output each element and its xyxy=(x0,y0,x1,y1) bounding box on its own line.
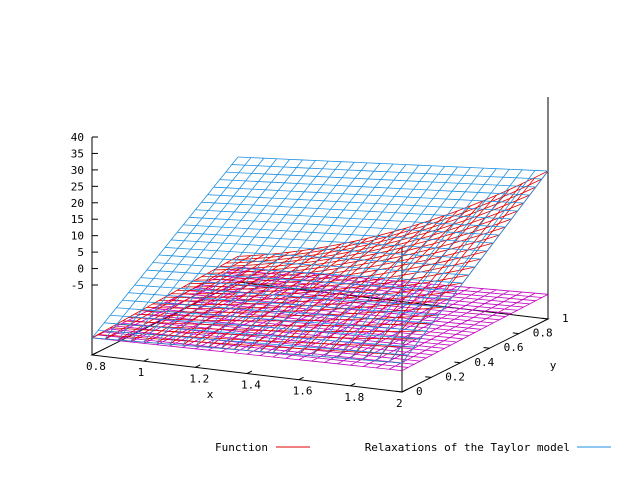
surfaces xyxy=(91,156,549,372)
surface-1 xyxy=(91,156,549,364)
surface-mesh-line xyxy=(219,179,530,196)
legend-label-relaxations: Relaxations of the Taylor model xyxy=(365,441,570,454)
x-tick-mark xyxy=(246,370,253,374)
y-tick-mark xyxy=(483,347,490,349)
x-tick-mark xyxy=(143,358,149,362)
z-tick-label: 0 xyxy=(77,263,84,276)
surface-mesh-line xyxy=(388,170,536,363)
surface-mesh-line xyxy=(337,167,484,359)
z-tick-label: 25 xyxy=(71,180,84,193)
surface-mesh-line xyxy=(388,177,536,363)
legend: Function Relaxations of the Taylor model xyxy=(215,441,611,454)
y-tick-label: 0.2 xyxy=(445,370,465,383)
x-tick-label: 1.2 xyxy=(189,372,209,385)
surface-mesh-line xyxy=(401,293,549,371)
z-tick-label: 15 xyxy=(71,213,84,226)
x-axis-label: x xyxy=(207,388,214,401)
y-tick-mark xyxy=(512,332,519,335)
surface-mesh-line xyxy=(237,156,549,172)
y-tick-label: 0.6 xyxy=(504,341,524,354)
surface-mesh-line xyxy=(201,201,512,220)
y-tick-mark xyxy=(425,376,432,378)
y-axis-label: y xyxy=(550,359,557,372)
x-tick-label: 2 xyxy=(396,397,403,410)
surface-mesh-line xyxy=(207,194,518,212)
x-tick-mark xyxy=(350,382,356,387)
legend-label-function: Function xyxy=(215,441,268,454)
surface-mesh-line xyxy=(213,186,524,204)
surface-mesh-line xyxy=(219,194,530,267)
x-tick-mark xyxy=(195,364,201,368)
surface-mesh-line xyxy=(375,291,523,369)
x-tick-mark xyxy=(298,376,304,381)
z-tick-label: 20 xyxy=(71,197,84,210)
x-axis-ticks: 0.8 1 1.2 1.4 1.6 1.8 2 xyxy=(86,352,408,410)
y-axis-ticks: 0 0.2 0.4 0.6 0.8 1 xyxy=(395,312,569,398)
z-tick-label: -5 xyxy=(71,279,84,292)
z-tick-label: 40 xyxy=(71,131,84,144)
surface-mesh-line xyxy=(237,170,549,257)
surface-mesh-line xyxy=(401,170,549,364)
surface-mesh-line xyxy=(388,292,536,370)
y-tick-mark xyxy=(541,317,549,320)
x-tick-label: 1.4 xyxy=(241,379,261,392)
surface-mesh-line xyxy=(225,171,536,188)
y-tick-label: 0.4 xyxy=(474,356,494,369)
x-tick-label: 1.6 xyxy=(293,385,313,398)
x-tick-label: 1.8 xyxy=(344,391,364,404)
surface-mesh-line xyxy=(375,169,523,362)
surface-mesh-line xyxy=(231,164,542,180)
z-tick-label: 35 xyxy=(71,147,84,160)
surface-mesh-line xyxy=(375,183,523,362)
surface-mesh-line xyxy=(362,169,510,361)
surface-mesh-line xyxy=(231,269,542,298)
x-tick-label: 0.8 xyxy=(86,360,106,373)
surface-mesh-line xyxy=(213,202,524,271)
y-tick-label: 0 xyxy=(416,385,423,398)
z-tick-label: 30 xyxy=(71,164,84,177)
y-tick-mark xyxy=(454,361,461,364)
x-tick-mark xyxy=(401,389,408,393)
y-tick-label: 0.8 xyxy=(533,327,553,340)
y-tick-mark xyxy=(395,390,403,393)
x-tick-label: 1 xyxy=(138,366,145,379)
surface-mesh-line xyxy=(350,168,497,360)
z-tick-label: 5 xyxy=(77,246,84,259)
z-tick-label: 10 xyxy=(71,230,84,243)
z-axis-ticks: 40 35 30 25 20 15 10 5 0 -5 xyxy=(71,131,98,292)
y-tick-label: 1 xyxy=(562,312,569,325)
x-tick-mark xyxy=(91,352,98,356)
